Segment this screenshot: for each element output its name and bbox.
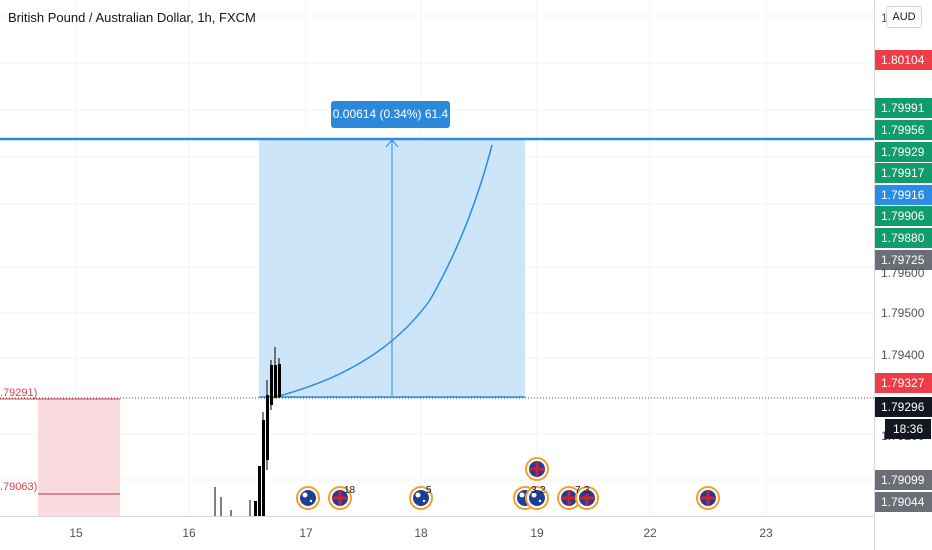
event-count: 18: [344, 485, 356, 496]
time-label: 19: [530, 526, 544, 540]
price-tag: 1.79956: [875, 120, 932, 140]
price-tag: 1.80104: [875, 50, 932, 70]
event-counts: 18 5 3 2 7 3: [344, 485, 590, 496]
time-label: 15: [69, 526, 83, 540]
time-label: 16: [182, 526, 196, 540]
uk-flag-icon: [575, 486, 599, 510]
event-count: 3: [584, 485, 590, 496]
event-count: 3: [531, 485, 537, 496]
event-count: 7: [575, 485, 581, 496]
price-tick: 1.79500: [881, 306, 925, 320]
price-tick: 1.79600: [881, 266, 925, 280]
chart-pane[interactable]: 18 5 3 2 7 3 British Pound / Australian …: [0, 0, 874, 516]
time-label: 18: [414, 526, 428, 540]
price-tag: 1.79906: [875, 206, 932, 226]
uk-flag-icon: [328, 486, 352, 510]
uk-flag-icon: [557, 486, 581, 510]
price-tick: 1.79400: [881, 348, 925, 362]
event-icons: [296, 457, 720, 510]
event-count: 2: [540, 485, 546, 496]
price-tag: 1.79327: [875, 373, 932, 393]
time-label: 17: [299, 526, 313, 540]
candles: [214, 347, 281, 516]
price-tag: 1.79044: [875, 492, 932, 512]
measure-tooltip: 0.00614 (0.34%) 61.4: [331, 101, 450, 128]
uk-flag-icon: [525, 457, 549, 481]
au-flag-icon: [525, 486, 549, 510]
event-count: 5: [426, 485, 432, 496]
zone-bottom-label: .79063): [0, 481, 38, 493]
time-label: 23: [759, 526, 773, 540]
price-tag: 1.79725: [875, 250, 932, 270]
price-tag: 1.79917: [875, 163, 932, 183]
time-label: 22: [643, 526, 657, 540]
projection-curve: [274, 144, 493, 398]
au-flag-icon: [296, 486, 320, 510]
time-scale[interactable]: 15 16 17 18 19 22 23: [0, 516, 874, 550]
au-flag-icon: [409, 486, 433, 510]
price-tag: 1.79916: [875, 185, 932, 205]
price-tag: 1.79296: [875, 397, 932, 417]
uk-flag-icon: [696, 486, 720, 510]
countdown-badge: 18:36: [885, 419, 931, 439]
price-scale[interactable]: 1.80 1.801041.799911.799561.799291.79917…: [874, 0, 932, 550]
price-tag: 1.79991: [875, 98, 932, 118]
chart-canvas[interactable]: 18 5 3 2 7 3: [0, 0, 874, 516]
zone-top-label: .79291): [0, 387, 38, 399]
price-tag: 1.79099: [875, 470, 932, 490]
symbol-title[interactable]: British Pound / Australian Dollar, 1h, F…: [8, 10, 256, 25]
price-tag: 1.79880: [875, 228, 932, 248]
price-tag: 1.79929: [875, 142, 932, 162]
currency-button[interactable]: AUD: [886, 6, 922, 28]
sell-zone: [38, 399, 120, 516]
